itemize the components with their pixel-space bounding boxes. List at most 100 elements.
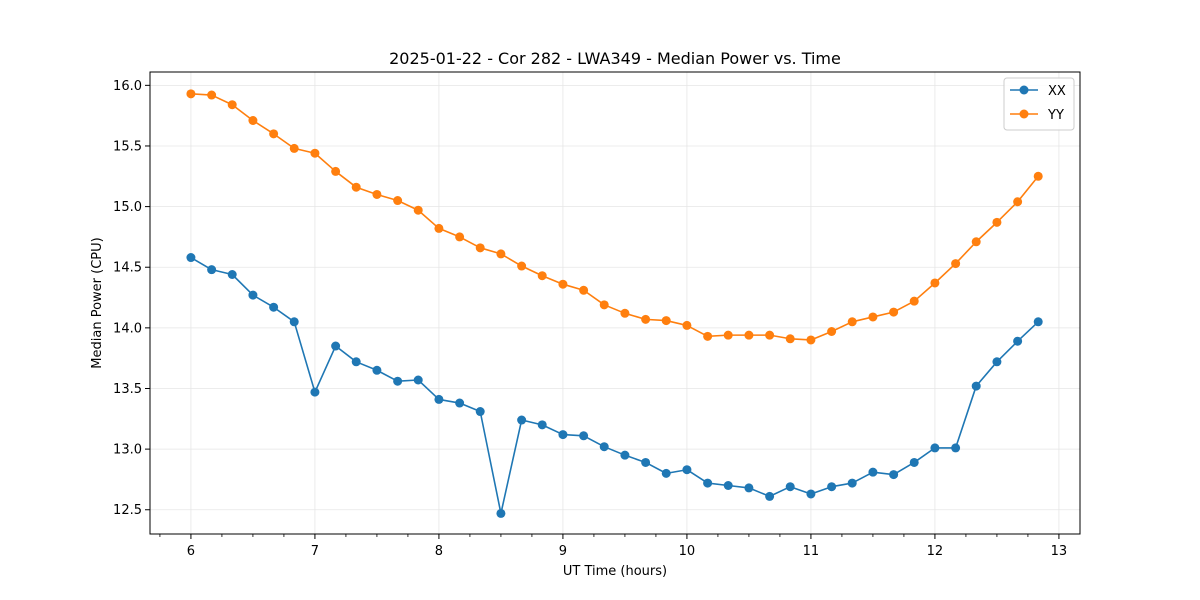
data-point-xx (827, 482, 837, 492)
legend-marker-xx (1019, 85, 1029, 95)
data-point-xx (744, 483, 754, 493)
data-point-yy (207, 90, 217, 100)
data-point-xx (1013, 336, 1023, 346)
data-point-yy (703, 331, 713, 341)
data-point-xx (951, 443, 961, 453)
y-tick-label: 14.0 (113, 321, 142, 336)
data-point-yy (682, 320, 692, 330)
data-point-xx (455, 398, 465, 408)
y-tick-label: 14.5 (113, 261, 142, 276)
x-tick-label: 7 (311, 544, 319, 559)
axis-layer: 6 7 8 9 10 11 12 13 12.5 13.0 13.5 14.0 14.5 15.0 15.5… (113, 79, 1067, 559)
data-point-yy (475, 243, 485, 253)
x-tick-label: 13 (1051, 544, 1068, 559)
data-point-xx (186, 253, 196, 263)
data-point-xx (413, 375, 423, 385)
data-point-yy (620, 308, 630, 318)
data-point-yy (517, 261, 527, 271)
data-point-xx (765, 491, 775, 501)
data-point-yy (930, 278, 940, 288)
data-point-yy (992, 217, 1002, 227)
data-point-yy (331, 166, 341, 176)
data-point-yy (537, 271, 547, 281)
data-point-yy (765, 330, 775, 340)
data-point-xx (661, 468, 671, 478)
x-tick-label: 8 (435, 544, 443, 559)
y-tick-label: 13.0 (113, 443, 142, 458)
data-point-yy (909, 296, 919, 306)
data-point-xx (475, 407, 485, 417)
data-point-yy (971, 237, 981, 247)
data-point-xx (558, 430, 568, 440)
data-point-xx (930, 443, 940, 453)
data-point-yy (723, 330, 733, 340)
data-point-yy (558, 279, 568, 289)
data-point-xx (227, 270, 237, 280)
data-point-yy (413, 205, 423, 215)
data-point-yy (310, 148, 320, 158)
data-point-yy (599, 300, 609, 310)
x-axis-label: UT Time (hours) (563, 564, 667, 579)
y-tick-label: 12.5 (113, 503, 142, 518)
data-point-xx (785, 482, 795, 492)
data-point-yy (641, 314, 651, 324)
data-point-xx (248, 290, 258, 300)
data-point-yy (393, 196, 403, 206)
data-point-xx (331, 341, 341, 351)
data-point-yy (951, 259, 961, 269)
data-point-xx (517, 415, 527, 425)
data-point-yy (868, 312, 878, 322)
data-point-xx (434, 394, 444, 404)
legend-label-xx: XX (1048, 84, 1066, 99)
data-point-yy (248, 116, 258, 126)
y-tick-label: 15.0 (113, 200, 142, 215)
data-point-xx (310, 387, 320, 397)
data-point-xx (641, 457, 651, 467)
data-point-yy (289, 143, 299, 153)
data-point-yy (434, 223, 444, 233)
data-point-yy (847, 317, 857, 327)
data-point-yy (496, 249, 506, 259)
plot-area-frame (149, 71, 1081, 535)
x-tick-label: 11 (803, 544, 820, 559)
y-tick-label: 13.5 (113, 382, 142, 397)
legend-label-yy: YY (1047, 108, 1064, 123)
data-point-xx (269, 302, 279, 312)
data-point-yy (1013, 197, 1023, 207)
data-point-yy (744, 330, 754, 340)
series-layer (186, 89, 1043, 518)
x-tick-label: 12 (927, 544, 944, 559)
data-point-yy (269, 129, 279, 139)
data-point-xx (599, 442, 609, 452)
x-tick-label: 10 (679, 544, 696, 559)
data-point-yy (889, 307, 899, 317)
data-point-yy (827, 326, 837, 336)
data-point-xx (847, 478, 857, 488)
data-point-xx (579, 431, 589, 441)
data-point-yy (661, 316, 671, 326)
data-point-xx (207, 265, 217, 275)
data-point-yy (1033, 171, 1043, 181)
x-tick-label: 9 (559, 544, 567, 559)
data-point-xx (992, 357, 1002, 367)
data-point-xx (496, 508, 506, 518)
data-point-xx (909, 457, 919, 467)
data-point-xx (971, 381, 981, 391)
y-tick-label: 16.0 (113, 79, 142, 94)
data-point-yy (372, 189, 382, 199)
data-point-xx (806, 489, 816, 499)
data-point-yy (351, 182, 361, 192)
data-point-xx (723, 480, 733, 490)
data-point-xx (372, 365, 382, 375)
data-point-xx (889, 470, 899, 480)
grid-layer (150, 72, 1080, 534)
legend-marker-yy (1019, 109, 1029, 119)
chart-title: 2025-01-22 - Cor 282 - LWA349 - Median P… (389, 49, 841, 68)
y-axis-label: Median Power (CPU) (90, 237, 105, 368)
data-point-xx (393, 376, 403, 386)
data-point-yy (227, 100, 237, 110)
data-point-yy (785, 334, 795, 344)
data-point-xx (1033, 317, 1043, 327)
data-point-yy (186, 89, 196, 99)
